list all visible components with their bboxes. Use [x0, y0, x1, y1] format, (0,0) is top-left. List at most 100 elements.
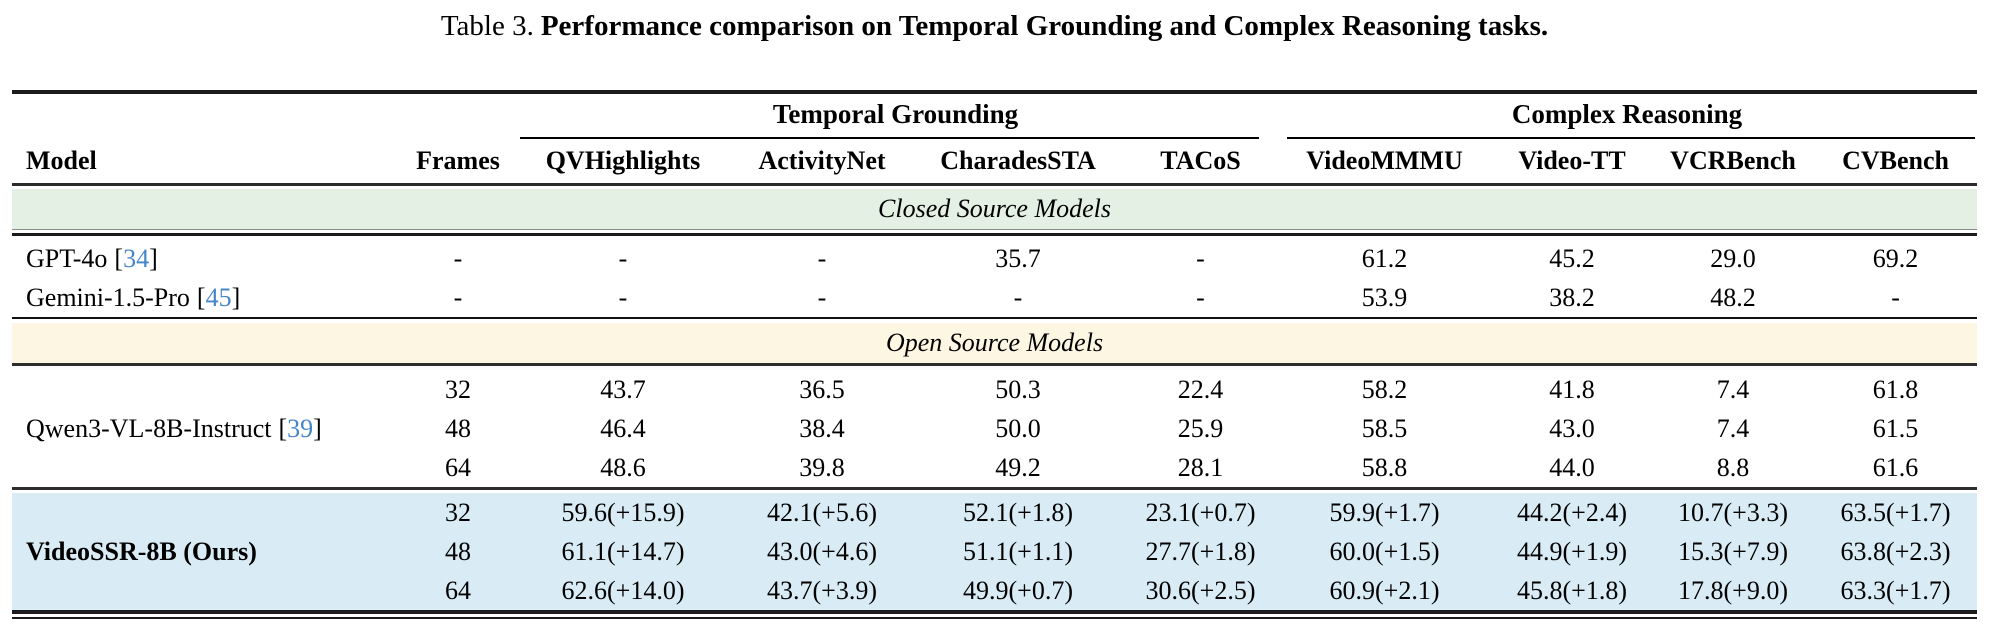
metric-cell: 27.7(+1.8)	[1124, 532, 1278, 571]
col-header-tacos: TACoS	[1124, 140, 1278, 186]
section-closed-source-label: Closed Source Models	[12, 189, 1978, 229]
frames-cell: 64	[402, 571, 514, 610]
metric-cell: -	[1891, 282, 1900, 312]
metric-cell: 43.0(+4.6)	[732, 532, 912, 571]
metric-cell: 69.2	[1872, 243, 1919, 273]
metric-cell: 15.3(+7.9)	[1652, 532, 1815, 571]
metric-cell: -	[1196, 282, 1205, 312]
metric-cell: 10.7(+3.3)	[1652, 493, 1815, 532]
metric-cell: -	[817, 243, 827, 273]
metric-cell: 48.2	[1710, 282, 1756, 312]
metric-cell: 50.3	[995, 374, 1041, 404]
col-header-model: Model	[12, 140, 402, 186]
col-header-videommmu: VideoMMMU	[1277, 140, 1493, 186]
metric-cell: -	[1013, 282, 1023, 312]
metric-cell: 59.6(+15.9)	[514, 493, 732, 532]
metric-cell: 17.8(+9.0)	[1652, 571, 1815, 610]
metric-cell: 43.7	[600, 374, 646, 404]
citation-link[interactable]: 34	[123, 243, 150, 273]
metric-cell: 59.9(+1.7)	[1277, 493, 1493, 532]
group-header-row: Temporal Grounding Complex Reasoning	[12, 92, 1977, 140]
metric-cell: 63.3(+1.7)	[1814, 571, 1978, 610]
metric-cell: 28.1	[1177, 452, 1224, 482]
table-row-ours-48: 48 61.1(+14.7) 43.0(+4.6) 51.1(+1.1) 27.…	[12, 532, 1978, 571]
metric-cell: 49.2	[995, 452, 1041, 482]
complex-reasoning-underline	[1287, 137, 1976, 139]
model-name-gemini: Gemini-1.5-Pro [45]	[26, 282, 241, 312]
section-open-source: Open Source Models	[12, 323, 1978, 363]
frames-cell: 48	[402, 532, 514, 571]
frames-cell: 32	[402, 493, 514, 532]
col-header-charadessta: CharadesSTA	[912, 140, 1124, 186]
metric-cell: 63.5(+1.7)	[1814, 493, 1978, 532]
metric-cell: 41.8	[1549, 374, 1595, 404]
table-caption-title: Performance comparison on Temporal Groun…	[540, 10, 1549, 42]
metric-cell: 36.5	[799, 374, 845, 404]
table-row-qwen-64: 64 48.6 39.8 49.2 28.1 58.8 44.0 8.8 61.…	[12, 448, 1977, 487]
table-caption-number: Table 3.	[440, 10, 534, 42]
table-bottom-rule	[12, 610, 1978, 619]
col-header-activitynet: ActivityNet	[732, 140, 912, 186]
metric-cell: -	[1196, 243, 1205, 273]
metric-cell: 60.9(+2.1)	[1277, 571, 1493, 610]
metric-cell: 58.2	[1361, 374, 1408, 404]
metric-cell: 44.9(+1.9)	[1492, 532, 1653, 571]
metric-cell: 58.5	[1361, 413, 1408, 443]
section-open-source-label: Open Source Models	[12, 323, 1978, 363]
col-header-qvhighlights: QVHighlights	[514, 140, 732, 186]
performance-table: Temporal Grounding Complex Reasoning Mod…	[12, 90, 1978, 619]
metric-cell: 29.0	[1710, 243, 1756, 273]
metric-cell: 51.1(+1.1)	[912, 532, 1124, 571]
table-row-gemini: Gemini-1.5-Pro [45] - - - - - 53.9 38.2 4…	[12, 278, 1977, 317]
frames-cell: -	[453, 282, 463, 312]
rule-above-open-band	[12, 317, 1978, 319]
metric-cell: 61.5	[1872, 413, 1919, 443]
metric-cell: 43.7(+3.9)	[732, 571, 912, 610]
group-complex-reasoning-label: Complex Reasoning	[1511, 99, 1743, 129]
metric-cell: 58.8	[1361, 452, 1408, 482]
metric-cell: -	[618, 243, 628, 273]
rule-under-closed-band	[12, 229, 1978, 236]
metric-cell: 38.4	[799, 413, 845, 443]
metric-cell: 38.2	[1549, 282, 1595, 312]
table-row-gpt4o: GPT-4o [34] - - - 35.7 - 61.2 45.2 29.0 6…	[12, 239, 1977, 278]
metric-cell: 52.1(+1.8)	[912, 493, 1124, 532]
group-temporal-grounding-label: Temporal Grounding	[772, 99, 1019, 129]
metric-cell: 42.1(+5.6)	[732, 493, 912, 532]
metric-cell: 49.9(+0.7)	[912, 571, 1124, 610]
metric-cell: 35.7	[995, 243, 1041, 273]
metric-cell: 61.6	[1872, 452, 1919, 482]
metric-cell: 61.2	[1361, 243, 1408, 273]
metric-cell: 23.1(+0.7)	[1124, 493, 1278, 532]
metric-cell: 44.2(+2.4)	[1492, 493, 1653, 532]
section-closed-source: Closed Source Models	[12, 189, 1978, 229]
metric-cell: 46.4	[600, 413, 646, 443]
metric-cell: 30.6(+2.5)	[1124, 571, 1278, 610]
model-name-qwen: Qwen3-VL-8B-Instruct [39]	[26, 413, 322, 443]
citation-link[interactable]: 39	[287, 413, 314, 443]
citation-link[interactable]: 45	[205, 282, 232, 312]
metric-cell: 25.9	[1177, 413, 1224, 443]
metric-cell: 60.0(+1.5)	[1277, 532, 1493, 571]
table-row-qwen-32: Qwen3-VL-8B-Instruct [39] 32 43.7 36.5 50…	[12, 370, 1977, 443]
col-header-cvbench: CVBench	[1814, 140, 1978, 186]
metric-cell: 62.6(+14.0)	[514, 571, 732, 610]
metric-cell: 22.4	[1177, 374, 1224, 404]
metric-cell: 61.1(+14.7)	[514, 532, 732, 571]
metric-cell: 43.0	[1549, 413, 1595, 443]
group-complex-reasoning: Complex Reasoning	[1277, 92, 1977, 140]
metric-cell: 45.2	[1549, 243, 1595, 273]
metric-cell: 45.8(+1.8)	[1492, 571, 1653, 610]
col-header-vcrbench: VCRBench	[1652, 140, 1815, 186]
table-row-qwen-48: 48 46.4 38.4 50.0 25.9 58.5 43.0 7.4 61.…	[12, 409, 1977, 448]
rule-under-open-band	[12, 363, 1978, 366]
frames-cell: 48	[445, 413, 471, 443]
metric-cell: 63.8(+2.3)	[1814, 532, 1978, 571]
metric-cell: 50.0	[995, 413, 1041, 443]
metric-cell: 8.8	[1716, 452, 1750, 482]
col-header-frames: Frames	[402, 140, 514, 186]
metric-cell: 39.8	[799, 452, 845, 482]
group-temporal-grounding: Temporal Grounding	[514, 92, 1277, 140]
column-header-row: Model Frames QVHighlights ActivityNet Ch…	[12, 140, 1978, 186]
